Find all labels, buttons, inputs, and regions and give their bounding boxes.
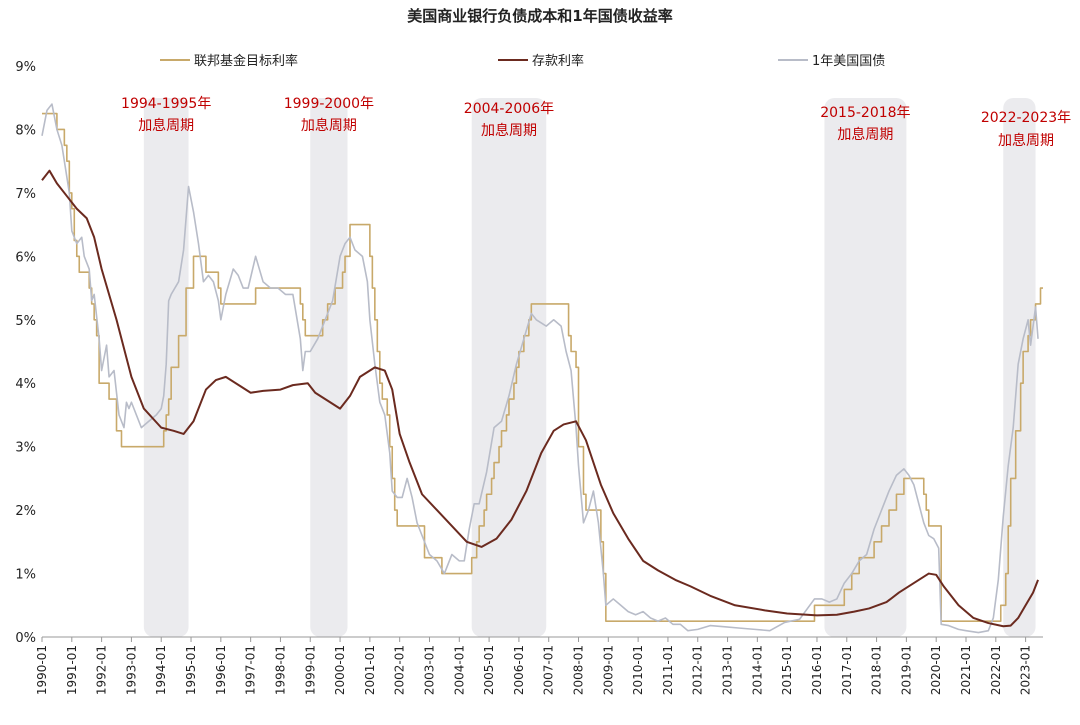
x-tick-label: 2021-01	[959, 645, 973, 695]
shaded-cycles	[143, 98, 1036, 637]
x-tick-label: 2013-01	[721, 645, 735, 695]
cycle-label: 加息周期	[998, 132, 1054, 149]
x-tick-label: 2015-01	[780, 645, 794, 695]
x-tick-label: 2003-01	[422, 645, 436, 695]
x-tick-label: 1992-01	[95, 645, 109, 695]
cycle-band-2	[471, 98, 547, 637]
x-tick-label: 2012-01	[691, 645, 705, 695]
y-tick-label: 7%	[15, 187, 36, 202]
cycle-label: 加息周期	[481, 122, 537, 139]
legend-label-2: 1年美国国债	[812, 54, 885, 69]
cycle-label: 加息周期	[837, 126, 893, 143]
y-tick-label: 8%	[15, 123, 36, 138]
cycle-label: 2004-2006年	[464, 101, 554, 117]
cycle-label: 加息周期	[301, 117, 357, 134]
x-tick-label: 2019-01	[899, 645, 913, 695]
x-tick-label: 2006-01	[512, 645, 526, 695]
y-tick-label: 5%	[15, 314, 36, 329]
cycle-label: 2022-2023年	[981, 110, 1071, 126]
x-tick-label: 2009-01	[601, 645, 615, 695]
series-lines	[41, 103, 1043, 634]
x-tick-label: 2017-01	[840, 645, 854, 695]
series-line-2	[41, 103, 1039, 634]
y-tick-label: 3%	[15, 441, 36, 456]
x-tick-label: 2007-01	[542, 645, 556, 695]
x-tick-label: 1998-01	[273, 645, 287, 695]
x-tick-label: 1997-01	[244, 645, 258, 695]
x-tick-label: 1995-01	[184, 645, 198, 695]
series-line-0	[42, 112, 1043, 622]
y-tick-label: 0%	[15, 631, 36, 646]
x-tick-label: 2011-01	[661, 645, 675, 695]
cycle-label: 2015-2018年	[820, 105, 910, 121]
x-tick-label: 2004-01	[452, 645, 466, 695]
y-tick-label: 6%	[15, 250, 36, 265]
x-tick-label: 2001-01	[363, 645, 377, 695]
x-tick-label: 2020-01	[929, 645, 943, 695]
legend: 联邦基金目标利率 存款利率 1年美国国债	[160, 53, 885, 69]
legend-label-0: 联邦基金目标利率	[194, 53, 298, 69]
cycle-band-3	[824, 98, 907, 637]
x-tick-label: 1994-01	[154, 645, 168, 695]
x-tick-label: 1990-01	[35, 645, 49, 695]
cycle-label: 加息周期	[138, 117, 194, 134]
chart-title: 美国商业银行负债成本和1年国债收益率	[407, 7, 672, 25]
cycle-label: 1999-2000年	[284, 96, 374, 112]
x-tick-label: 2016-01	[810, 645, 824, 695]
cycle-band-1	[310, 98, 348, 637]
x-tick-label: 1993-01	[124, 645, 138, 695]
x-tick-label: 1996-01	[214, 645, 228, 695]
cycle-label: 1994-1995年	[121, 96, 211, 112]
x-tick-label: 2010-01	[631, 645, 645, 695]
x-tick-label: 1991-01	[65, 645, 79, 695]
x-tick-label: 2008-01	[572, 645, 586, 695]
series-line-1	[41, 169, 1039, 628]
x-tick-label: 1999-01	[303, 645, 317, 695]
x-tick-label: 2023-01	[1019, 645, 1033, 695]
y-tick-label: 1%	[15, 568, 36, 583]
y-tick-label: 2%	[15, 504, 36, 519]
y-tick-label: 9%	[15, 60, 36, 75]
x-tick-label: 2022-01	[989, 645, 1003, 695]
x-tick-label: 2005-01	[482, 645, 496, 695]
y-tick-label: 4%	[15, 377, 36, 392]
axes: 0% 1% 2% 3% 4% 5% 6% 7% 8% 9% 1990-01 1991-01 1992-0…	[15, 60, 1043, 695]
x-tick-label: 2000-01	[333, 645, 347, 695]
legend-label-1: 存款利率	[532, 53, 584, 69]
x-tick-label: 2002-01	[393, 645, 407, 695]
x-tick-label: 2014-01	[750, 645, 764, 695]
x-tick-label: 2018-01	[870, 645, 884, 695]
cycle-annotations: 1994-1995年加息周期1999-2000年加息周期2004-2006年加息…	[121, 96, 1071, 149]
